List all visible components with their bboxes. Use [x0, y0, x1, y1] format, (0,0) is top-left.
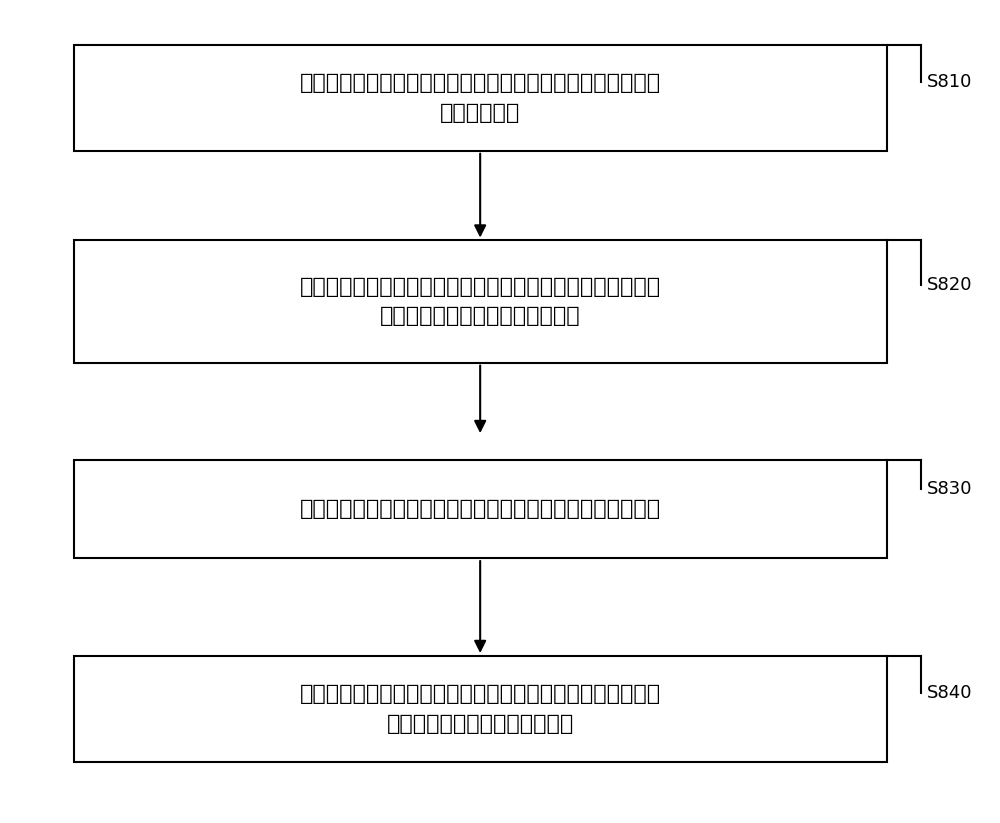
FancyBboxPatch shape — [74, 45, 887, 151]
Text: S830: S830 — [926, 480, 972, 498]
Text: 对所述第一变压器异常数据进行分类，获得第一类型异常因素: 对所述第一变压器异常数据进行分类，获得第一类型异常因素 — [300, 500, 661, 519]
FancyBboxPatch shape — [74, 656, 887, 762]
FancyBboxPatch shape — [74, 460, 887, 558]
Text: 当所述第一变压器运行状态结果未达到预定运行状态时，获得
第一分析指令: 当所述第一变压器运行状态结果未达到预定运行状态时，获得 第一分析指令 — [300, 73, 661, 123]
Text: 根据所述第一分析指令对所述第一变压器运行状态结果进行数
据分析，获得第一变压器异常数据: 根据所述第一分析指令对所述第一变压器运行状态结果进行数 据分析，获得第一变压器异… — [300, 277, 661, 327]
Text: S840: S840 — [926, 684, 972, 701]
Text: S810: S810 — [926, 72, 972, 91]
Text: 根据所述第一类型异常因素，生成第一类型告警信息，并根据
所述第一类型告警信息进行报警: 根据所述第一类型异常因素，生成第一类型告警信息，并根据 所述第一类型告警信息进行… — [300, 684, 661, 733]
FancyBboxPatch shape — [74, 240, 887, 363]
Text: S820: S820 — [926, 277, 972, 295]
